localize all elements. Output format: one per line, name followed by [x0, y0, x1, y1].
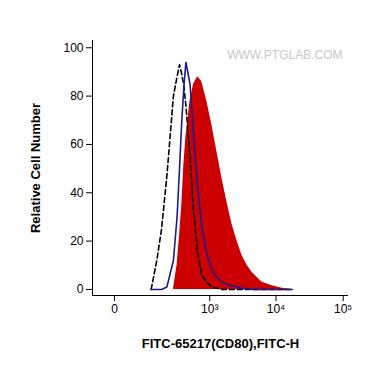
svg-text:0: 0 — [77, 282, 84, 296]
svg-text:100: 100 — [63, 41, 83, 55]
svg-text:40: 40 — [70, 186, 84, 200]
svg-text:FITC-65217(CD80),FITC-H: FITC-65217(CD80),FITC-H — [142, 336, 299, 351]
svg-text:Relative Cell Number: Relative Cell Number — [28, 103, 43, 233]
svg-text:WWW.PTGLAB.COM: WWW.PTGLAB.COM — [227, 48, 342, 62]
svg-text:10⁵: 10⁵ — [334, 302, 352, 316]
svg-text:20: 20 — [70, 234, 84, 248]
svg-text:10³: 10³ — [201, 302, 218, 316]
svg-text:10⁴: 10⁴ — [267, 302, 286, 316]
svg-text:60: 60 — [70, 137, 84, 151]
svg-text:80: 80 — [70, 89, 84, 103]
svg-text:0: 0 — [111, 302, 118, 316]
